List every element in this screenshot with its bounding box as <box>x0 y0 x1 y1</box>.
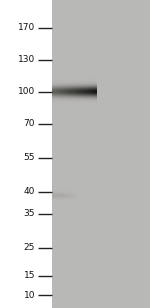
Text: 130: 130 <box>18 55 35 64</box>
Text: 170: 170 <box>18 23 35 33</box>
Text: 55: 55 <box>24 153 35 163</box>
Text: 15: 15 <box>24 271 35 281</box>
Text: 100: 100 <box>18 87 35 96</box>
Text: 70: 70 <box>24 120 35 128</box>
Text: 35: 35 <box>24 209 35 218</box>
Text: 10: 10 <box>24 290 35 299</box>
Bar <box>52 0 150 308</box>
Text: 40: 40 <box>24 188 35 197</box>
Text: 25: 25 <box>24 244 35 253</box>
